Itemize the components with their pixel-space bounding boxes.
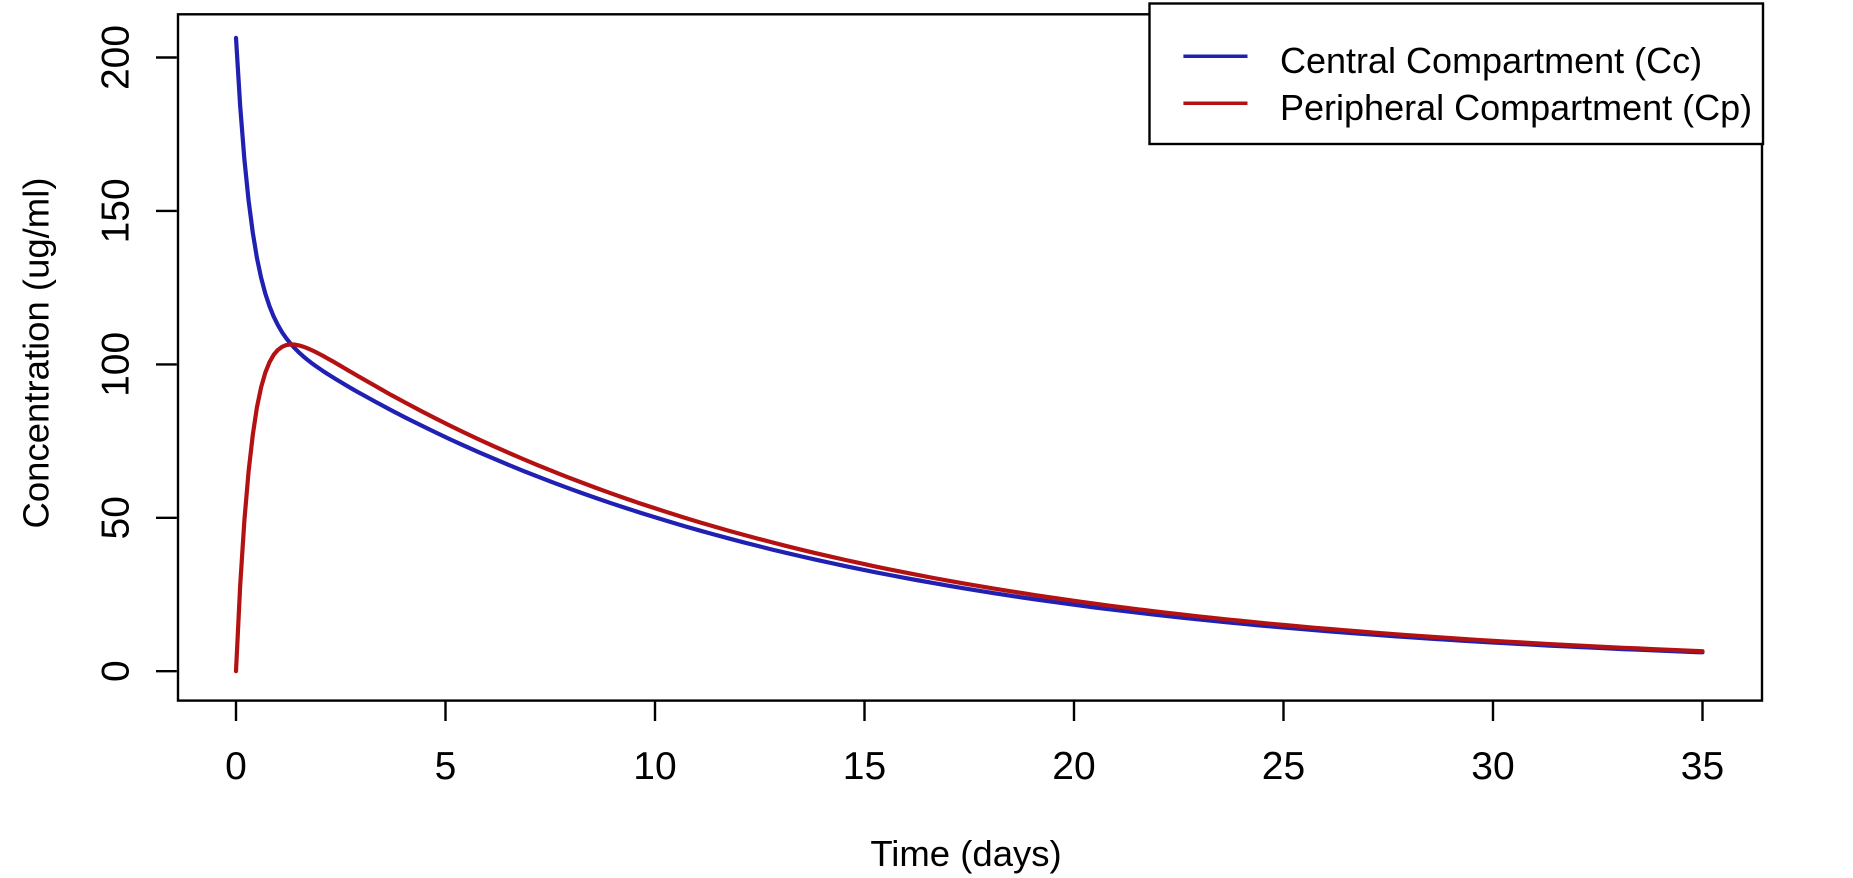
- svg-text:10: 10: [633, 745, 676, 788]
- svg-text:5: 5: [435, 745, 457, 788]
- svg-text:0: 0: [225, 745, 247, 788]
- svg-text:Central Compartment (Cc): Central Compartment (Cc): [1280, 40, 1702, 81]
- svg-text:0: 0: [95, 660, 138, 682]
- svg-text:30: 30: [1471, 745, 1514, 788]
- svg-text:35: 35: [1681, 745, 1724, 788]
- svg-text:50: 50: [95, 496, 138, 539]
- svg-text:200: 200: [95, 25, 138, 90]
- svg-text:Time (days): Time (days): [870, 833, 1061, 874]
- svg-text:15: 15: [843, 745, 886, 788]
- svg-text:Concentration (ug/ml): Concentration (ug/ml): [16, 178, 57, 529]
- svg-text:100: 100: [95, 332, 138, 397]
- svg-text:20: 20: [1052, 745, 1095, 788]
- svg-text:150: 150: [95, 178, 138, 243]
- svg-text:25: 25: [1262, 745, 1305, 788]
- svg-text:Peripheral Compartment (Cp): Peripheral Compartment (Cp): [1280, 87, 1752, 128]
